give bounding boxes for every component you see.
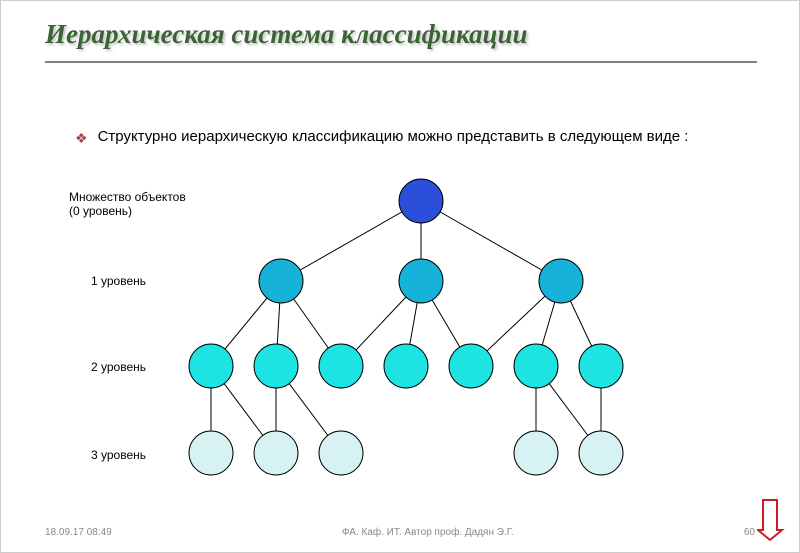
tree-node [399,259,443,303]
slide-footer: 18.09.17 08:49 ФА. Каф. ИТ. Автор проф. … [45,527,755,538]
tree-node [259,259,303,303]
bullet-icon: ❖ [75,128,88,147]
tree-node [254,431,298,475]
tree-node [514,431,558,475]
title-underline [45,61,757,63]
tree-edge [421,201,561,281]
slide: Иерархическая система классификации ❖ Ст… [0,0,800,553]
tree-node [319,344,363,388]
level-label: 1 уровень [91,274,146,288]
level-label: 2 уровень [91,360,146,374]
bullet-item: ❖ Структурно иерархическую классификацию… [75,128,755,147]
tree-node [254,344,298,388]
footer-page: 60 [744,527,755,538]
tree-node [189,344,233,388]
slide-title: Иерархическая система классификации [45,19,528,50]
tree-node [189,431,233,475]
tree-svg: Множество объектов(0 уровень) 1 уровень 2 … [61,171,701,501]
tree-node [539,259,583,303]
level-label: Множество объектов [69,190,186,204]
tree-edge [281,201,421,281]
bullet-text: Структурно иерархическую классификацию м… [98,128,689,147]
footer-author: ФА. Каф. ИТ. Автор проф. Дадян Э.Г. [342,527,514,538]
corner-arrow-icon [757,498,785,542]
tree-node [319,431,363,475]
footer-datetime: 18.09.17 08:49 [45,527,112,538]
level-label: (0 уровень) [69,204,132,218]
tree-node [384,344,428,388]
tree-node [579,431,623,475]
tree-node [514,344,558,388]
tree-node [399,179,443,223]
level-label: 3 уровень [91,448,146,462]
tree-diagram: Множество объектов(0 уровень) 1 уровень 2 … [61,171,701,501]
tree-node [579,344,623,388]
tree-node [449,344,493,388]
